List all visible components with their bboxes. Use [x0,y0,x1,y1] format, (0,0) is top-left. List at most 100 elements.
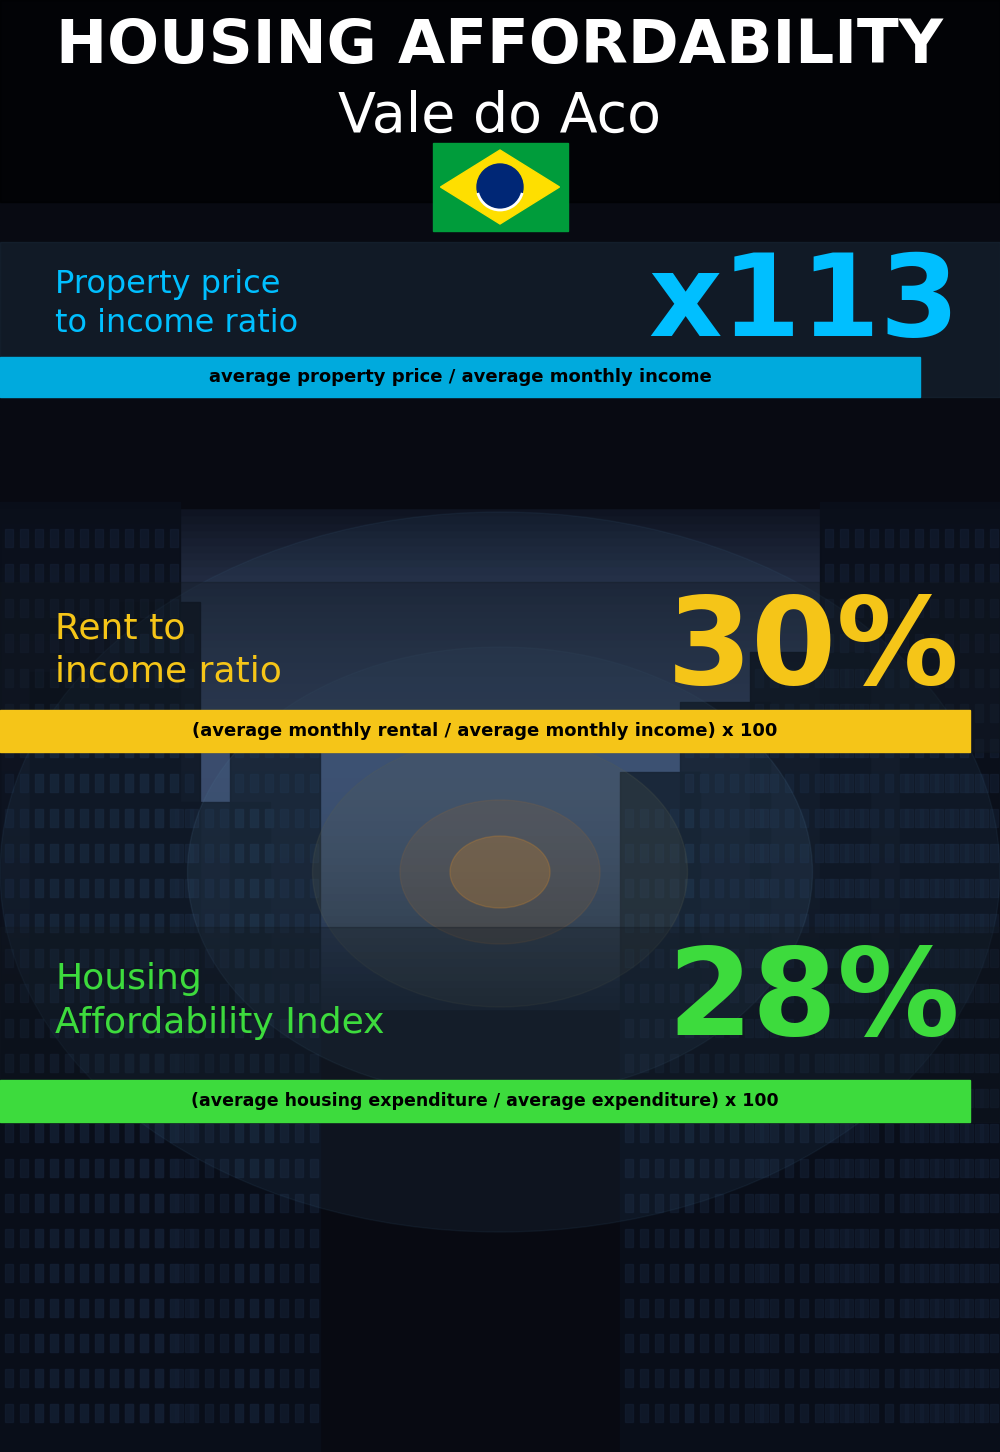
Bar [945,1124,953,1143]
Bar [830,1089,838,1106]
Bar [935,984,943,1002]
Bar [0,0,1000,7]
Bar [800,669,808,687]
Bar [730,844,738,862]
Bar [140,1300,148,1317]
Bar [0,820,1000,828]
Bar [830,1300,838,1317]
Bar [50,1369,58,1387]
Bar [935,1124,943,1143]
Bar [0,1300,1000,1307]
Bar [625,950,633,967]
Bar [885,1089,893,1106]
Bar [950,809,958,828]
Bar [0,1024,1000,1031]
Bar [680,701,770,1452]
Bar [655,1054,663,1072]
Bar [265,844,273,862]
Bar [175,1054,183,1072]
Bar [280,739,288,756]
Bar [95,844,103,862]
Bar [870,774,878,791]
Bar [95,913,103,932]
Bar [0,465,1000,472]
Bar [125,739,133,756]
Bar [855,984,863,1002]
Bar [975,1089,983,1106]
Bar [185,1089,193,1106]
Bar [930,913,938,932]
Bar [755,1265,763,1282]
Bar [760,844,768,862]
Bar [20,1265,28,1282]
Bar [945,563,953,582]
Bar [155,1228,163,1247]
Bar [140,635,148,652]
Bar [860,669,868,687]
Bar [50,739,58,756]
Bar [815,809,823,828]
Bar [920,1124,928,1143]
Bar [50,669,58,687]
Bar [770,1019,778,1037]
Bar [685,1265,693,1282]
Bar [975,809,983,828]
Bar [685,774,693,791]
Bar [20,1019,28,1037]
Bar [0,544,1000,552]
Bar [685,984,693,1002]
Bar [50,1089,58,1106]
Bar [140,878,148,897]
Bar [755,878,763,897]
Bar [915,878,923,897]
Bar [900,1054,908,1072]
Bar [185,739,193,756]
Bar [0,240,1000,247]
Bar [80,635,88,652]
Bar [0,958,1000,966]
Bar [715,913,723,932]
Bar [730,774,738,791]
Bar [5,1194,13,1212]
Bar [975,1019,983,1037]
Bar [65,1334,73,1352]
Bar [670,878,678,897]
Bar [20,1228,28,1247]
Bar [235,1265,243,1282]
Bar [950,878,958,897]
Bar [235,1019,243,1037]
Bar [155,950,163,967]
Bar [0,242,1000,396]
Bar [140,984,148,1002]
Bar [265,1334,273,1352]
Bar [0,363,1000,370]
Bar [50,913,58,932]
Bar [755,669,763,687]
Bar [110,1159,118,1178]
Bar [170,774,178,791]
Bar [140,669,148,687]
Bar [845,704,853,722]
Bar [235,1194,243,1212]
Bar [125,1334,133,1352]
Bar [900,1228,908,1247]
Bar [965,774,973,791]
Bar [730,739,738,756]
Bar [885,844,893,862]
Bar [685,1404,693,1422]
Bar [155,1265,163,1282]
Bar [950,1089,958,1106]
Bar [265,984,273,1002]
Bar [95,878,103,897]
Bar [0,357,920,396]
Bar [310,950,318,967]
Bar [110,913,118,932]
Bar [855,600,863,617]
Bar [250,1369,258,1387]
Bar [990,1334,998,1352]
Bar [5,704,13,722]
Bar [65,1054,73,1072]
Bar [885,1194,893,1212]
Bar [170,1019,178,1037]
Bar [310,1194,318,1212]
